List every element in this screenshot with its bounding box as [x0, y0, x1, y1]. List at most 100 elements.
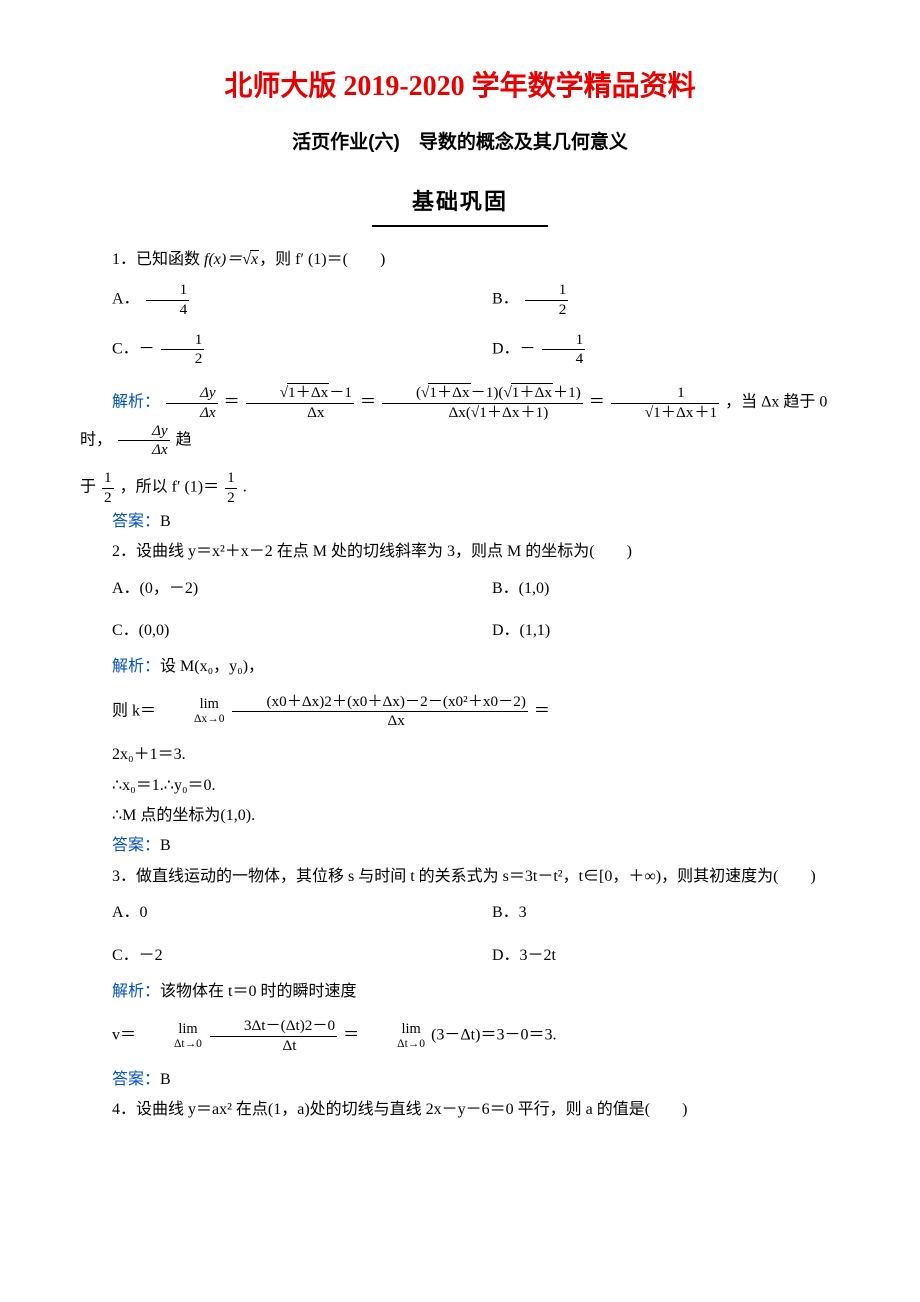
q1-f2nb: －1)( — [471, 384, 504, 401]
q1-f2nd: ＋1) — [553, 384, 581, 401]
q1-endd: Δx — [152, 441, 168, 458]
q3-l2p: v＝ — [112, 1027, 136, 1044]
q2-fracd: Δx — [232, 712, 527, 730]
q1-lhs-den: Δx — [200, 404, 216, 421]
q1-d-label: D．－ — [492, 340, 536, 357]
q2-stem: 2．设曲线 y＝x²＋x－2 在点 M 处的切线斜率为 3，则点 M 的坐标为(… — [80, 537, 840, 567]
q1-halfn2: 1 — [225, 469, 237, 488]
q1-eq3: ＝ — [589, 394, 605, 411]
section-header-label: 基础巩固 — [372, 181, 548, 227]
q1-stem-prefix: 1．已知函数 — [112, 251, 204, 268]
q1-a-num: 1 — [146, 281, 190, 300]
q1-endt3: ，所以 f′ (1)＝ — [120, 479, 220, 496]
q3-limtop: lim — [142, 1022, 202, 1038]
q1-ans-label: 答案： — [112, 513, 160, 530]
q1-a-den: 4 — [146, 301, 190, 319]
q3-choice-b: B．3 — [460, 898, 840, 928]
q1-f1na: 1＋Δx — [287, 383, 329, 401]
q1-b-den: 2 — [525, 301, 569, 319]
q1-stem: 1．已知函数 f(x)＝ x，则 f′ (1)＝( ) — [80, 245, 840, 275]
q3-l2s: (3－Δt)＝3－0＝3. — [431, 1027, 556, 1044]
q2-l2s: ＝ — [534, 702, 550, 719]
q1-a-label: A． — [112, 291, 140, 308]
sub-title: 活页作业(六) 导数的概念及其几何意义 — [80, 125, 840, 161]
q1-choice-d: D．－ 14 — [460, 331, 840, 368]
q1-eq1: ＝ — [224, 394, 240, 411]
q1-b-num: 1 — [525, 281, 569, 300]
q1-f2nc: 1＋Δx — [511, 383, 553, 401]
q3-answer: 答案：B — [80, 1065, 840, 1095]
q1-d-num: 1 — [542, 331, 586, 350]
main-title: 北师大版 2019-2020 学年数学精品资料 — [80, 60, 840, 113]
q1-lhs-num: Δy — [200, 384, 216, 401]
section-header-basic: 基础巩固 — [80, 181, 840, 227]
q1-period: . — [243, 479, 247, 496]
q2-solution-line3: 2x₀＋1＝3. — [80, 740, 840, 770]
q1-choices: A． 14 B． 12 C．－ 12 D．－ 14 — [80, 275, 840, 374]
q3-choice-a: A．0 — [80, 898, 460, 928]
q1-halfn: 1 — [102, 469, 114, 488]
q1-fx: f(x)＝ — [204, 251, 242, 268]
q1-stem-suffix: ，则 f′ (1)＝( ) — [259, 251, 385, 268]
q1-d-den: 4 — [542, 350, 586, 368]
q2-choice-d: D．(1,1) — [460, 616, 840, 646]
q1-jiexi-label: 解析： — [112, 394, 160, 411]
q1-eq2: ＝ — [360, 394, 376, 411]
q1-choice-c: C．－ 12 — [80, 331, 460, 368]
q1-f2db: 1＋Δx — [478, 403, 520, 421]
q1-f3n: 1 — [611, 384, 719, 403]
q3-solution-line2: v＝ limΔt→0 3Δt－(Δt)2－0 Δt ＝ limΔt→0 (3－Δ… — [80, 1017, 840, 1054]
q2-solution-line4: ∴x₀＝1.∴y₀＝0. — [80, 771, 840, 801]
q1-sqrt: x — [251, 251, 258, 268]
q1-f3da: 1＋Δx — [652, 403, 694, 421]
q1-b-label: B． — [492, 291, 519, 308]
q3-choice-c: C．－2 — [80, 941, 460, 971]
q3-jiexi-text: 该物体在 t＝0 时的瞬时速度 — [160, 983, 356, 1000]
q3-stem: 3．做直线运动的一物体，其位移 s 与时间 t 的关系式为 s＝3t－t²，t∈… — [80, 862, 840, 892]
q3-choices: A．0 B．3 C．－2 D．3－2t — [80, 892, 840, 977]
q2-choice-b: B．(1,0) — [460, 574, 840, 604]
q1-f1nb: －1 — [329, 384, 352, 401]
q4-stem: 4．设曲线 y＝ax² 在点(1，a)处的切线与直线 2x－y－6＝0 平行，则… — [80, 1095, 840, 1125]
q1-choice-a: A． 14 — [80, 281, 460, 318]
q2-choice-c: C．(0,0) — [80, 616, 460, 646]
q1-c-label: C．－ — [112, 340, 155, 357]
q3-limtop2: lim — [365, 1022, 425, 1038]
q1-choice-b: B． 12 — [460, 281, 840, 318]
q1-halfd: 2 — [102, 489, 114, 507]
q3-solution-line1: 解析：该物体在 t＝0 时的瞬时速度 — [80, 977, 840, 1007]
q2-choices: A．(0，－2) B．(1,0) C．(0,0) D．(1,1) — [80, 568, 840, 653]
q1-c-num: 1 — [161, 331, 205, 350]
q1-f3db: ＋1 — [694, 404, 717, 421]
q3-jiexi-label: 解析： — [112, 983, 160, 1000]
q1-f2dc: ＋1) — [520, 404, 548, 421]
q1-halfd2: 2 — [225, 489, 237, 507]
q3-limbot2: Δt→0 — [365, 1038, 425, 1051]
q2-solution-line1: 解析：设 M(x₀，y₀)， — [80, 652, 840, 682]
q1-c-den: 2 — [161, 350, 205, 368]
q3-fracn: 3Δt－(Δt)2－0 — [210, 1017, 337, 1036]
q2-l2p: 则 k＝ — [112, 702, 156, 719]
q2-limbot: Δx→0 — [162, 713, 224, 726]
q3-choice-d: D．3－2t — [460, 941, 840, 971]
q3-ans-label: 答案： — [112, 1071, 160, 1088]
q1-ans: B — [160, 513, 171, 530]
q2-solution-line2: 则 k＝ limΔx→0 (x0＋Δx)2＋(x0＋Δx)－2－(x0²＋x0－… — [80, 693, 840, 730]
q2-ans: B — [160, 837, 171, 854]
q3-fracd: Δt — [210, 1037, 337, 1055]
q3-mideq: ＝ — [343, 1027, 359, 1044]
q1-endt1: 趋 — [176, 431, 192, 448]
q1-solution-line2: 于 12 ，所以 f′ (1)＝ 12 . — [80, 469, 840, 506]
q1-endn: Δy — [152, 422, 168, 439]
q1-f1d: Δx — [246, 404, 354, 422]
q1-endt2: 于 — [80, 479, 96, 496]
q1-f2da: Δx( — [449, 404, 471, 421]
q2-limtop: lim — [162, 697, 224, 713]
q3-ans: B — [160, 1071, 171, 1088]
q2-ans-label: 答案： — [112, 837, 160, 854]
q2-solution-line5: ∴M 点的坐标为(1,0). — [80, 801, 840, 831]
q1-solution-line1: 解析： ΔyΔx ＝ 1＋Δx－1 Δx ＝ (1＋Δx－1)(1＋Δx＋1) … — [80, 384, 840, 459]
q1-f2na: 1＋Δx — [428, 383, 470, 401]
q2-answer: 答案：B — [80, 831, 840, 861]
q1-answer: 答案：B — [80, 507, 840, 537]
